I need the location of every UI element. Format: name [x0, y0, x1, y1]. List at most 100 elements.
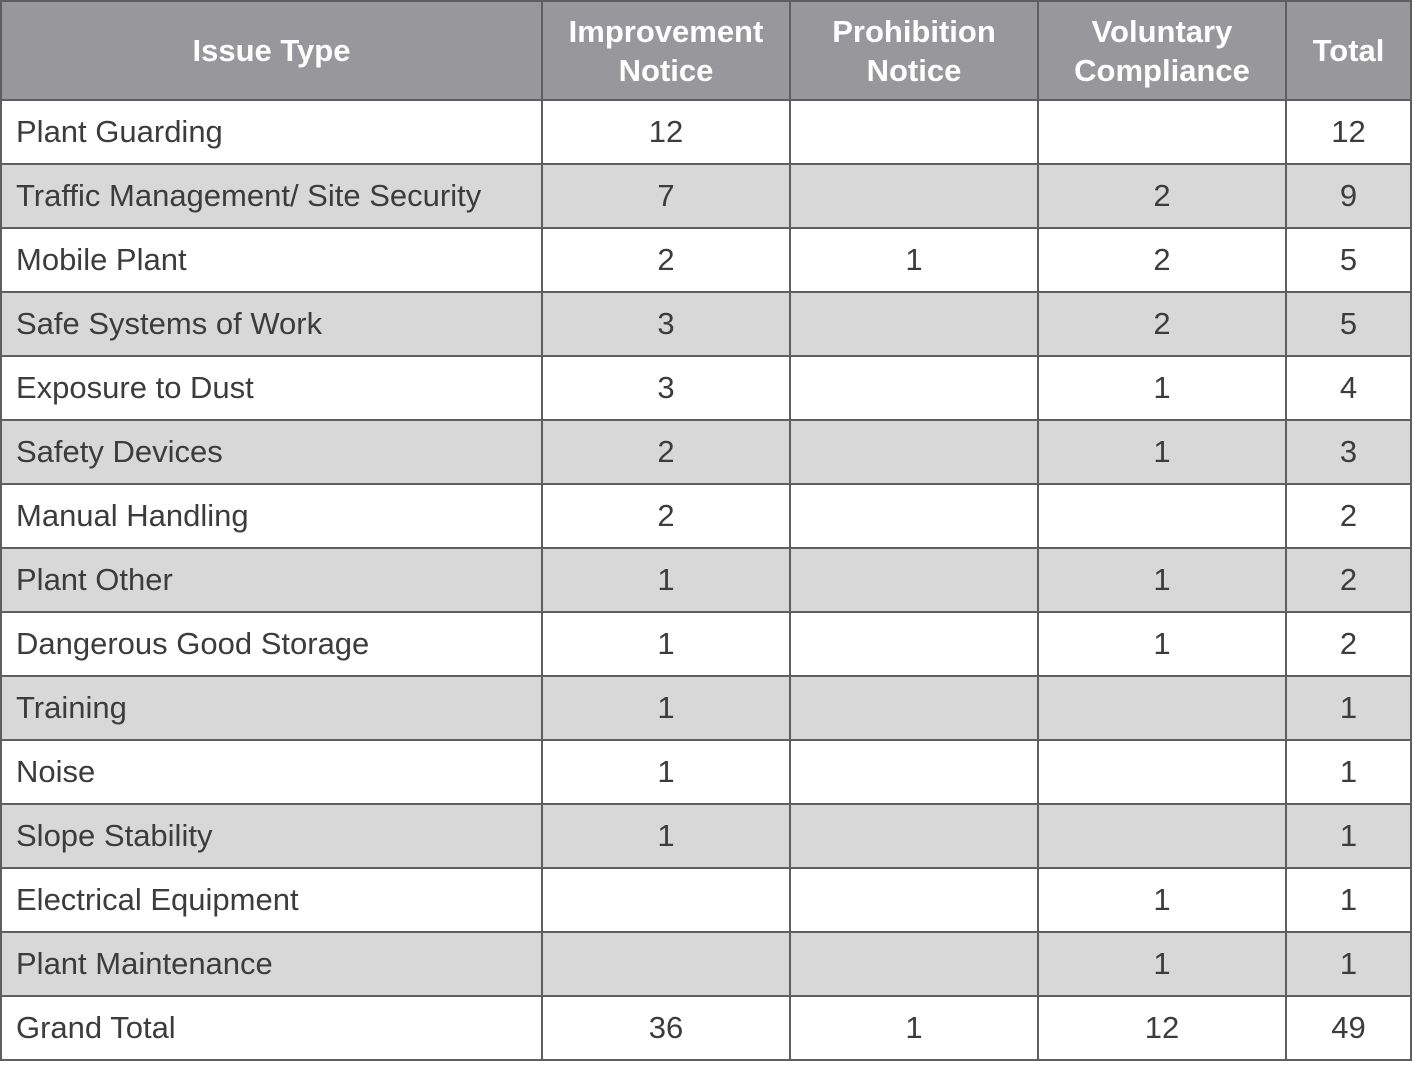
cell-voluntary-compliance: 2 — [1037, 227, 1287, 293]
cell-improvement-notice: 3 — [541, 355, 791, 421]
table-header: Issue Type Improvement Notice Prohibitio… — [0, 0, 1412, 101]
table-row: Plant Maintenance 1 1 — [0, 931, 1412, 997]
table-row: Traffic Management/ Site Security 7 2 9 — [0, 163, 1412, 229]
cell-issue-type: Safety Devices — [0, 419, 543, 485]
cell-voluntary-compliance: 1 — [1037, 547, 1287, 613]
cell-total: 2 — [1285, 483, 1412, 549]
header-improvement-line-1: Improvement — [568, 13, 764, 49]
cell-voluntary-compliance: 2 — [1037, 163, 1287, 229]
table-row: Electrical Equipment 1 1 — [0, 867, 1412, 933]
cell-issue-type: Exposure to Dust — [0, 355, 543, 421]
cell-voluntary-compliance: 2 — [1037, 291, 1287, 357]
cell-improvement-notice — [541, 867, 791, 933]
header-voluntary-line-1: Voluntary — [1091, 13, 1233, 49]
cell-total: 1 — [1285, 803, 1412, 869]
cell-improvement-notice: 2 — [541, 483, 791, 549]
cell-issue-type: Plant Other — [0, 547, 543, 613]
cell-voluntary-compliance — [1037, 483, 1287, 549]
cell-prohibition-notice — [789, 419, 1039, 485]
cell-voluntary-compliance — [1037, 99, 1287, 165]
cell-voluntary-compliance: 1 — [1037, 611, 1287, 677]
cell-improvement-notice: 7 — [541, 163, 791, 229]
table-row: Plant Other 1 1 2 — [0, 547, 1412, 613]
cell-prohibition-notice — [789, 931, 1039, 997]
cell-total: 1 — [1285, 867, 1412, 933]
cell-total: 1 — [1285, 739, 1412, 805]
cell-improvement-notice: 12 — [541, 99, 791, 165]
cell-issue-type: Electrical Equipment — [0, 867, 543, 933]
cell-total: 5 — [1285, 291, 1412, 357]
cell-issue-type: Mobile Plant — [0, 227, 543, 293]
table-row: Dangerous Good Storage 1 1 2 — [0, 611, 1412, 677]
header-row: Issue Type Improvement Notice Prohibitio… — [0, 0, 1412, 101]
cell-voluntary-compliance: 1 — [1037, 931, 1287, 997]
cell-issue-type: Plant Guarding — [0, 99, 543, 165]
cell-prohibition-notice — [789, 803, 1039, 869]
cell-prohibition-notice — [789, 739, 1039, 805]
cell-issue-type: Safe Systems of Work — [0, 291, 543, 357]
table-row: Safe Systems of Work 3 2 5 — [0, 291, 1412, 357]
cell-improvement-notice: 1 — [541, 675, 791, 741]
cell-issue-type: Slope Stability — [0, 803, 543, 869]
cell-improvement-notice: 1 — [541, 547, 791, 613]
cell-improvement-notice: 1 — [541, 739, 791, 805]
cell-total: 49 — [1285, 995, 1412, 1061]
table-row: Manual Handling 2 2 — [0, 483, 1412, 549]
cell-improvement-notice: 36 — [541, 995, 791, 1061]
cell-improvement-notice: 2 — [541, 227, 791, 293]
header-improvement-notice: Improvement Notice — [541, 0, 791, 101]
cell-prohibition-notice — [789, 99, 1039, 165]
cell-issue-type: Grand Total — [0, 995, 543, 1061]
cell-issue-type: Dangerous Good Storage — [0, 611, 543, 677]
cell-issue-type: Traffic Management/ Site Security — [0, 163, 543, 229]
grand-total-row: Grand Total 36 1 12 49 — [0, 995, 1412, 1061]
cell-total: 1 — [1285, 931, 1412, 997]
cell-improvement-notice: 2 — [541, 419, 791, 485]
cell-improvement-notice: 1 — [541, 611, 791, 677]
cell-total: 2 — [1285, 611, 1412, 677]
header-total-label: Total — [1312, 33, 1385, 68]
cell-total: 2 — [1285, 547, 1412, 613]
cell-prohibition-notice — [789, 483, 1039, 549]
cell-total: 3 — [1285, 419, 1412, 485]
header-total: Total — [1285, 0, 1412, 101]
header-prohibition-line-1: Prohibition — [832, 13, 996, 49]
cell-prohibition-notice — [789, 355, 1039, 421]
cell-total: 4 — [1285, 355, 1412, 421]
table-row: Training 1 1 — [0, 675, 1412, 741]
table-row: Slope Stability 1 1 — [0, 803, 1412, 869]
table-row: Safety Devices 2 1 3 — [0, 419, 1412, 485]
cell-prohibition-notice — [789, 675, 1039, 741]
cell-prohibition-notice — [789, 163, 1039, 229]
cell-prohibition-notice: 1 — [789, 995, 1039, 1061]
cell-voluntary-compliance: 1 — [1037, 867, 1287, 933]
table-row: Noise 1 1 — [0, 739, 1412, 805]
cell-prohibition-notice — [789, 547, 1039, 613]
cell-prohibition-notice — [789, 867, 1039, 933]
cell-voluntary-compliance: 1 — [1037, 355, 1287, 421]
table-row: Plant Guarding 12 12 — [0, 99, 1412, 165]
header-voluntary-compliance: Voluntary Compliance — [1037, 0, 1287, 101]
cell-prohibition-notice: 1 — [789, 227, 1039, 293]
cell-issue-type: Manual Handling — [0, 483, 543, 549]
table-row: Mobile Plant 2 1 2 5 — [0, 227, 1412, 293]
cell-improvement-notice: 1 — [541, 803, 791, 869]
header-issue-type: Issue Type — [0, 0, 543, 101]
table-row: Exposure to Dust 3 1 4 — [0, 355, 1412, 421]
cell-voluntary-compliance: 12 — [1037, 995, 1287, 1061]
header-prohibition-line-2: Notice — [866, 52, 962, 88]
cell-voluntary-compliance — [1037, 675, 1287, 741]
cell-issue-type: Noise — [0, 739, 543, 805]
cell-total: 1 — [1285, 675, 1412, 741]
cell-total: 12 — [1285, 99, 1412, 165]
header-issue-type-label: Issue Type — [192, 33, 351, 68]
cell-issue-type: Training — [0, 675, 543, 741]
cell-issue-type: Plant Maintenance — [0, 931, 543, 997]
cell-improvement-notice: 3 — [541, 291, 791, 357]
header-improvement-line-2: Notice — [618, 52, 714, 88]
cell-total: 9 — [1285, 163, 1412, 229]
cell-voluntary-compliance — [1037, 803, 1287, 869]
header-prohibition-notice: Prohibition Notice — [789, 0, 1039, 101]
table-body: Plant Guarding 12 12 Traffic Management/ Si… — [0, 99, 1412, 1061]
